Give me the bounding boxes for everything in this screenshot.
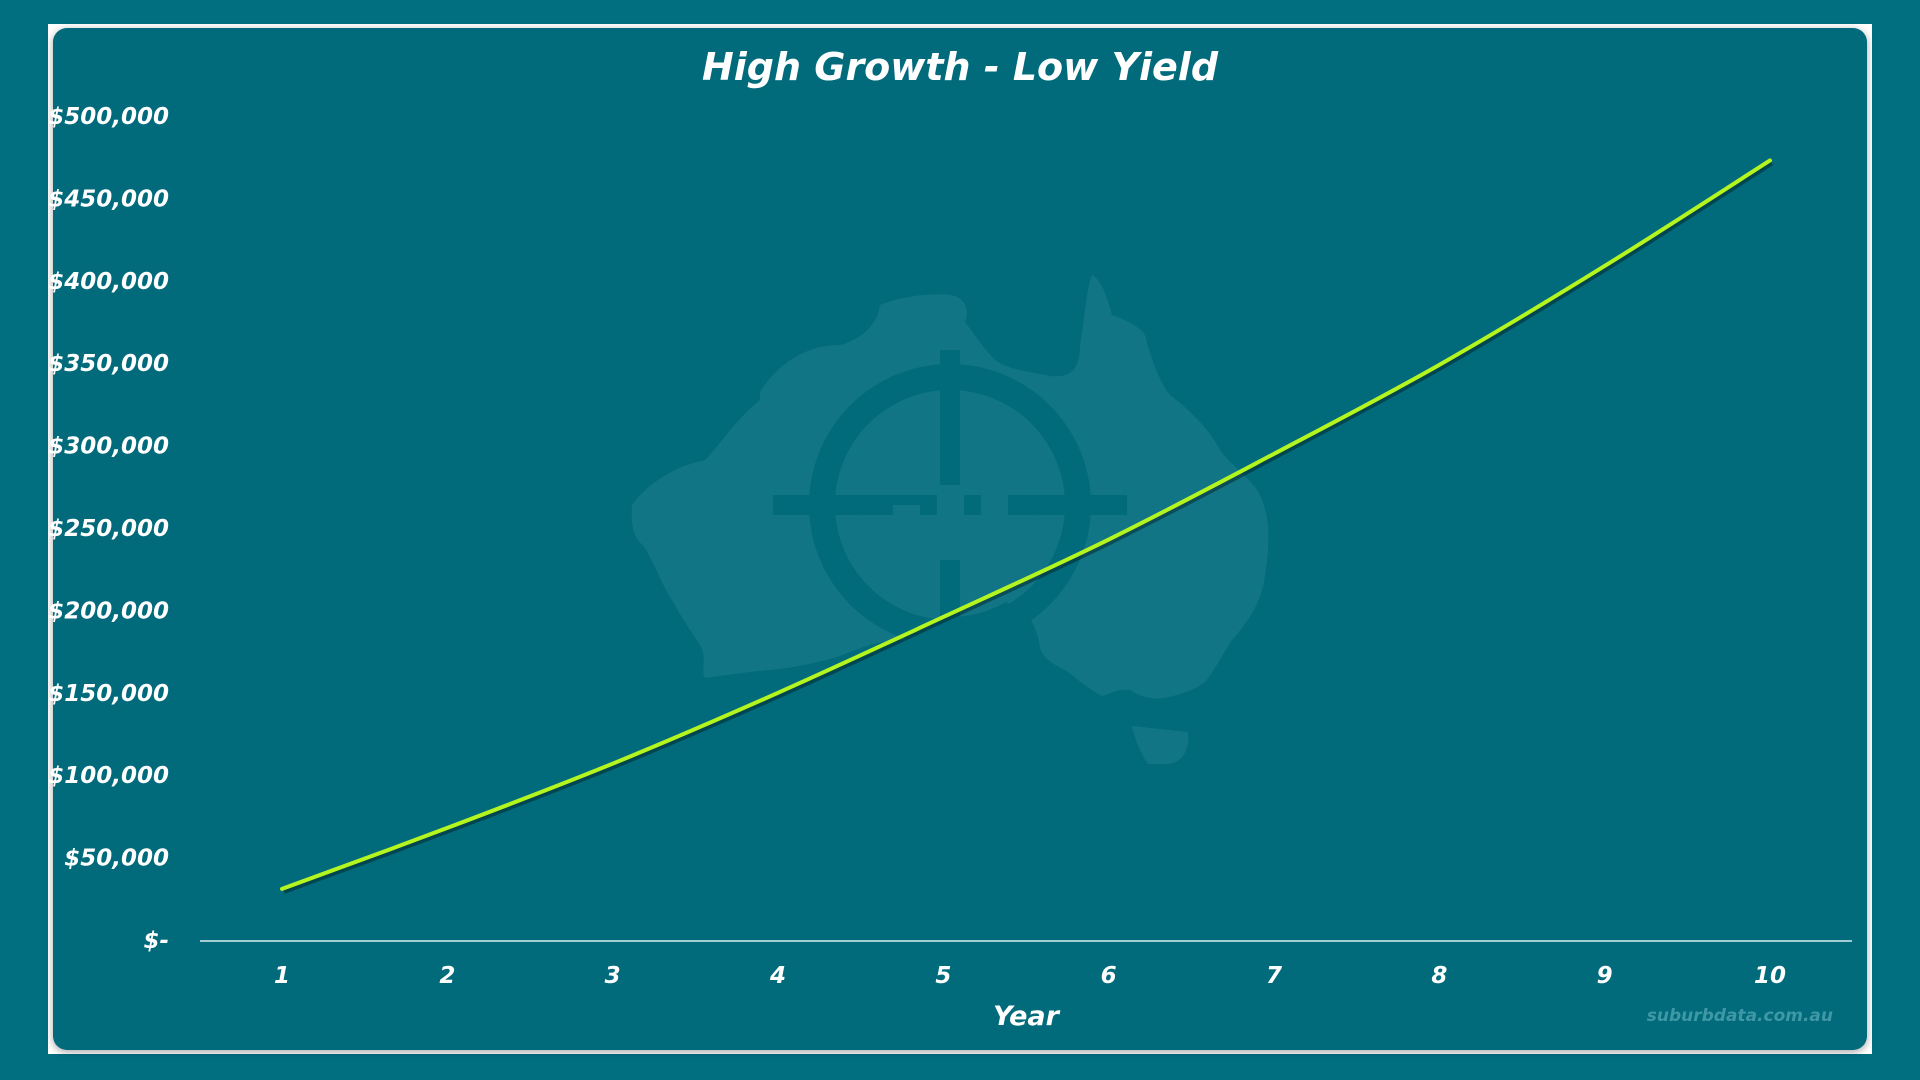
y-tick-label: $150,000 xyxy=(48,681,169,707)
x-tick-label: 6 xyxy=(1101,963,1117,989)
chart-title: High Growth - Low Yield xyxy=(702,45,1219,89)
x-tick-label: 3 xyxy=(605,963,621,989)
x-tick-label: 1 xyxy=(274,963,290,989)
x-axis-label: Year xyxy=(993,1001,1061,1032)
x-tick-label: 4 xyxy=(769,963,786,989)
y-tick-label: $300,000 xyxy=(48,434,169,460)
x-tick-label: 2 xyxy=(439,963,455,989)
series-line xyxy=(280,158,1772,891)
x-tick-label: 10 xyxy=(1754,963,1786,989)
y-tick-label: $400,000 xyxy=(48,269,169,295)
y-tick-label: $200,000 xyxy=(48,598,169,624)
y-axis-tick-labels: $- $50,000 $100,000 $150,000 $200,000 $250,00… xyxy=(48,104,169,954)
y-tick-label: $50,000 xyxy=(64,846,169,872)
x-tick-label: 8 xyxy=(1431,963,1447,989)
x-axis-tick-labels: 1 2 3 4 5 6 7 8 9 10 xyxy=(274,963,1786,989)
australia-map-target-logo xyxy=(631,275,1269,764)
x-tick-label: 5 xyxy=(935,963,951,989)
y-tick-label: $- xyxy=(143,928,169,954)
x-tick-label: 7 xyxy=(1266,963,1282,989)
y-tick-label: $500,000 xyxy=(48,104,169,130)
x-tick-label: 9 xyxy=(1597,963,1613,989)
y-tick-label: $100,000 xyxy=(48,763,169,789)
y-tick-label: $250,000 xyxy=(48,516,169,542)
series-layer xyxy=(280,158,1774,894)
y-tick-label: $450,000 xyxy=(48,186,169,212)
watermark-text: suburbdata.com.au xyxy=(1647,1006,1833,1026)
series-line-shadow xyxy=(283,161,1774,894)
y-tick-label: $350,000 xyxy=(48,351,169,377)
